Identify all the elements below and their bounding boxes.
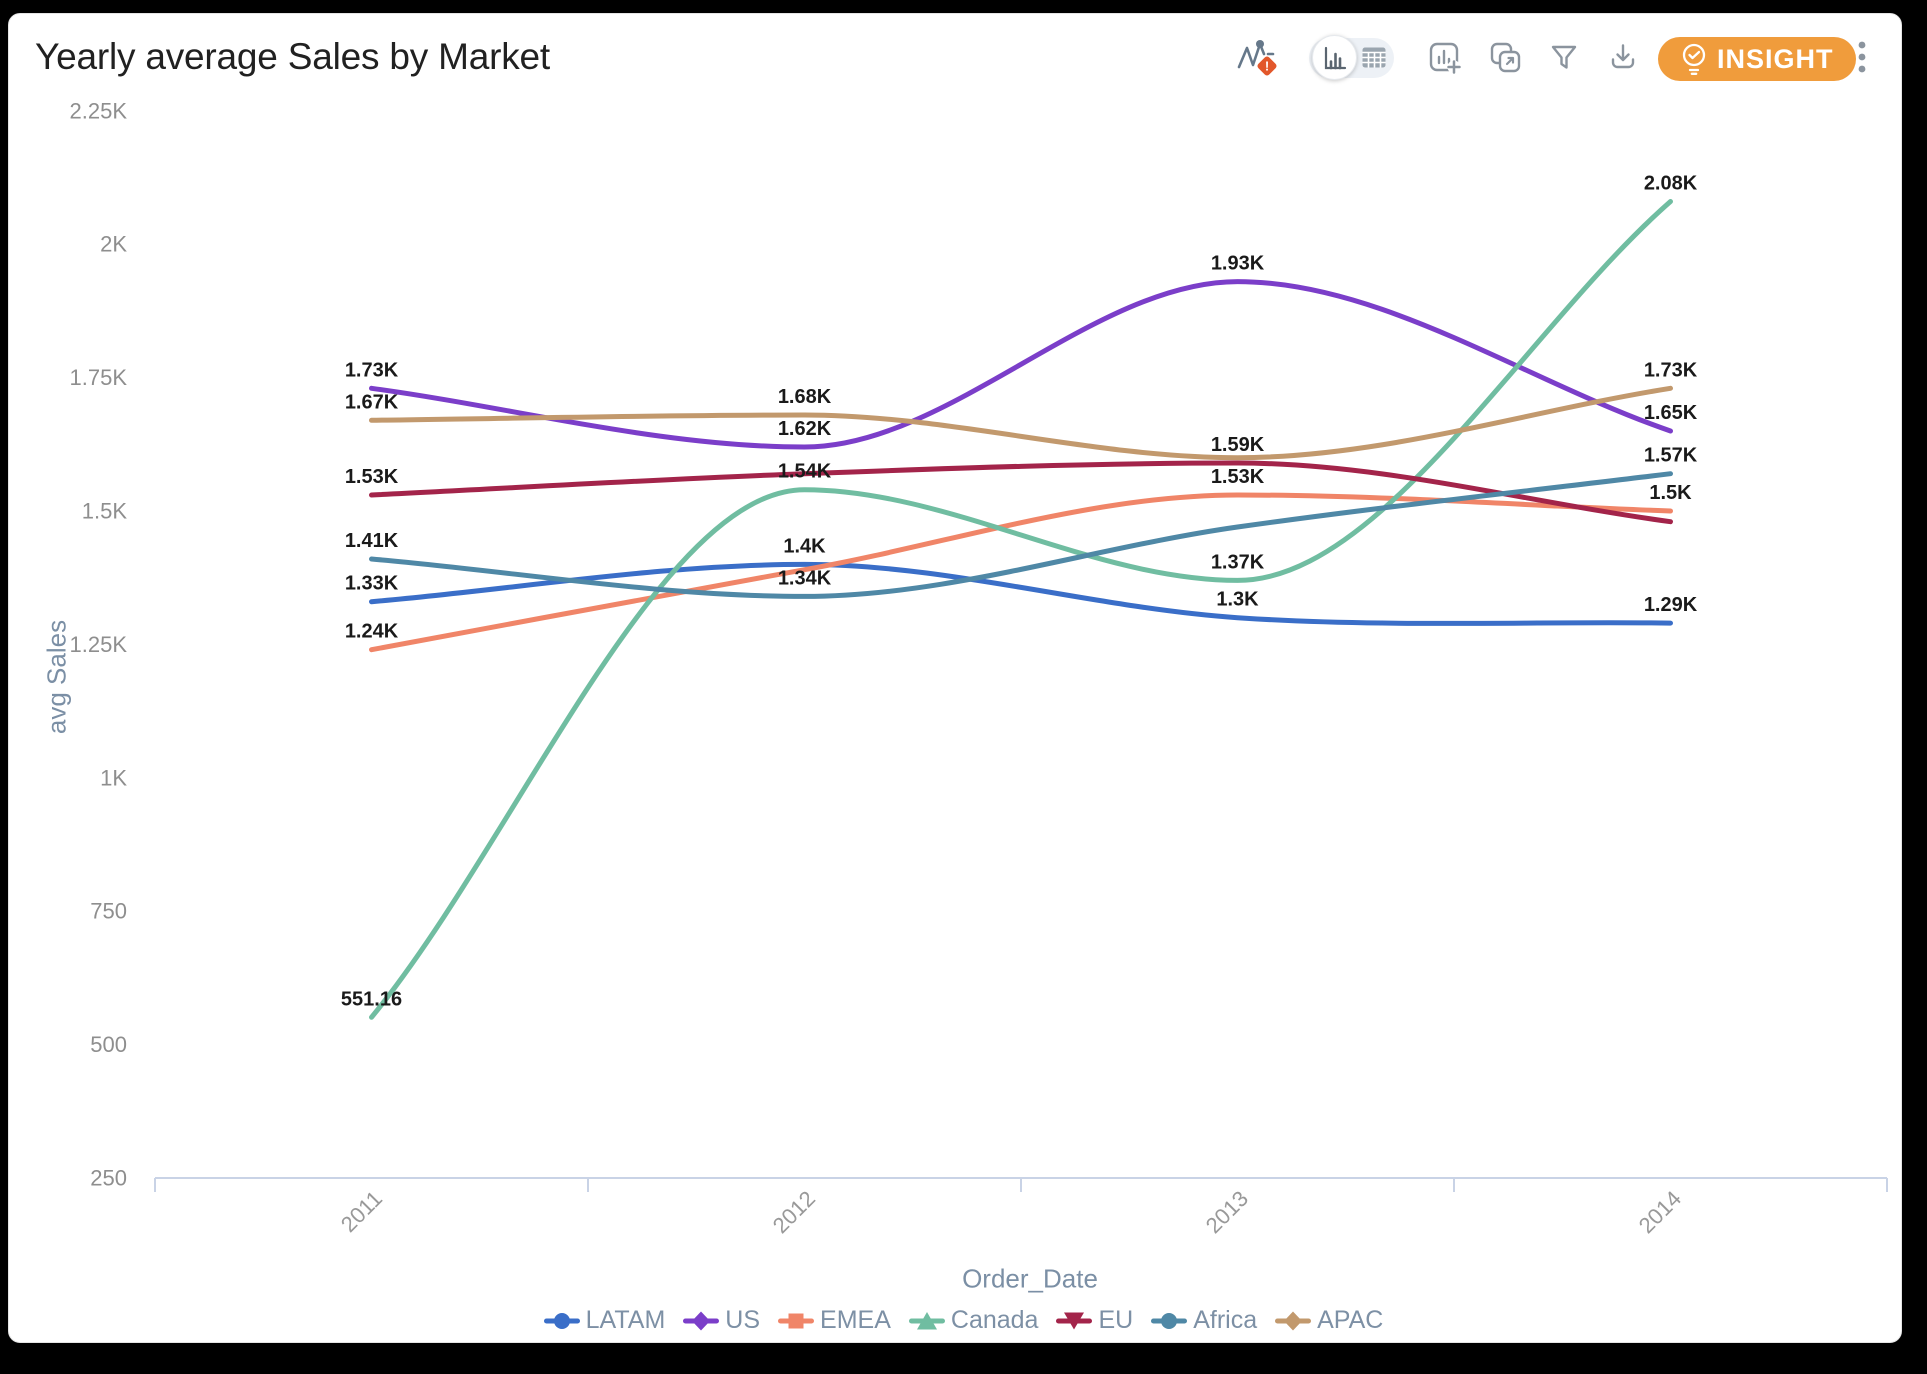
data-label: 1.54K (778, 461, 832, 483)
y-tick-label: 1.5K (82, 499, 128, 524)
data-label: 1.53K (1211, 466, 1265, 488)
legend-item-Africa[interactable]: Africa (1151, 1306, 1257, 1335)
y-tick-label: 250 (90, 1166, 127, 1191)
data-label: 1.68K (778, 386, 832, 408)
x-tick-label: 2014 (1634, 1186, 1686, 1238)
add-chart-button[interactable] (1427, 40, 1461, 74)
anomaly-line-icon: ! (1237, 40, 1277, 76)
duplicate-button[interactable] (1488, 40, 1522, 74)
data-label: 1.41K (345, 530, 399, 552)
x-tick-label: 2012 (768, 1186, 820, 1238)
legend-item-EU[interactable]: EU (1056, 1306, 1133, 1335)
legend-label: LATAM (585, 1306, 666, 1334)
y-tick-label: 1K (100, 765, 127, 790)
duplicate-icon (1490, 42, 1521, 73)
insight-bulb-icon (1682, 43, 1706, 75)
data-label: 1.3K (1216, 589, 1259, 611)
data-label: 1.62K (778, 418, 832, 440)
legend-label: Canada (950, 1306, 1039, 1334)
data-label: 551.16 (341, 988, 402, 1010)
diamond-marker-icon (1275, 1311, 1312, 1330)
table-icon (1362, 47, 1386, 68)
data-label: 1.67K (345, 391, 399, 413)
data-label: 1.34K (778, 567, 832, 589)
data-label: 1.57K (1644, 445, 1698, 467)
triangle-marker-icon (908, 1311, 945, 1329)
y-tick-label: 1.75K (70, 365, 128, 390)
more-menu-button[interactable] (1852, 38, 1872, 76)
series-line-Africa[interactable] (369, 471, 1673, 599)
data-label: 1.37K (1211, 551, 1265, 573)
series-line-APAC[interactable] (369, 385, 1673, 461)
triangle-down-marker-icon (1056, 1312, 1093, 1329)
series-line-US[interactable] (369, 279, 1673, 450)
legend-item-US[interactable]: US (683, 1306, 760, 1335)
data-label: 1.5K (1649, 482, 1692, 504)
legend-label: US (725, 1306, 761, 1334)
insight-button-label: INSIGHT (1717, 43, 1834, 74)
data-label: 1.59K (1211, 434, 1265, 456)
legend-item-EMEA[interactable]: EMEA (778, 1306, 891, 1335)
series-line-Canada[interactable] (369, 199, 1673, 1020)
y-tick-label: 750 (90, 899, 127, 924)
page-title: Yearly average Sales by Market (35, 36, 551, 77)
data-label: 1.53K (345, 466, 399, 488)
legend-label: APAC (1317, 1306, 1384, 1334)
y-tick-label: 2K (100, 232, 127, 257)
data-label: 1.93K (1211, 253, 1265, 275)
data-label: 1.73K (1644, 359, 1698, 381)
anomaly-indicator-button[interactable]: ! (1236, 36, 1282, 78)
alert-diamond-badge: ! (1257, 56, 1277, 76)
legend-item-LATAM[interactable]: LATAM (543, 1306, 666, 1335)
legend-label: EU (1098, 1306, 1134, 1334)
download-icon (1611, 44, 1635, 69)
chart-view-button[interactable] (1312, 35, 1357, 80)
y-tick-label: 2.25K (70, 98, 128, 123)
circle-marker-icon (1151, 1312, 1188, 1329)
table-view-button[interactable] (1362, 47, 1386, 68)
legend-item-Canada[interactable]: Canada (908, 1306, 1039, 1335)
x-tick-label: 2013 (1201, 1186, 1253, 1238)
chart-legend: LATAM US EMEA Canada EU Africa APAC (0, 1306, 1927, 1335)
series-line-LATAM[interactable] (369, 561, 1673, 626)
y-tick-label: 1.25K (70, 632, 128, 657)
legend-item-APAC[interactable]: APAC (1275, 1306, 1383, 1335)
data-label: 1.33K (345, 573, 399, 595)
diamond-marker-icon (683, 1311, 720, 1330)
series-line-EMEA[interactable] (369, 492, 1673, 653)
data-label: 1.24K (345, 621, 399, 643)
square-marker-icon (778, 1313, 815, 1328)
download-button[interactable] (1606, 40, 1640, 74)
data-label: 1.65K (1644, 402, 1698, 424)
data-label: 1.73K (345, 359, 399, 381)
insight-button[interactable]: INSIGHT (1658, 37, 1856, 81)
chart-card (8, 13, 1902, 1343)
y-tick-label: 500 (90, 1032, 127, 1057)
data-label: 1.4K (783, 535, 826, 557)
y-axis-title: avg Sales (41, 619, 72, 735)
kebab-menu-icon (1858, 41, 1866, 73)
x-axis-title: Order_Date (962, 1263, 1098, 1294)
circle-marker-icon (543, 1312, 580, 1329)
series-line-EU[interactable] (369, 460, 1673, 525)
data-label: 1.29K (1644, 594, 1698, 616)
legend-label: EMEA (820, 1306, 891, 1334)
add-chart-icon (1429, 42, 1461, 74)
x-tick-label: 2011 (336, 1186, 387, 1237)
bar-chart-icon (1324, 46, 1346, 69)
filter-button[interactable] (1547, 40, 1581, 74)
legend-label: Africa (1193, 1306, 1258, 1334)
svg-text:!: ! (1265, 59, 1269, 74)
filter-icon (1551, 45, 1577, 69)
data-label: 2.08K (1644, 173, 1698, 195)
